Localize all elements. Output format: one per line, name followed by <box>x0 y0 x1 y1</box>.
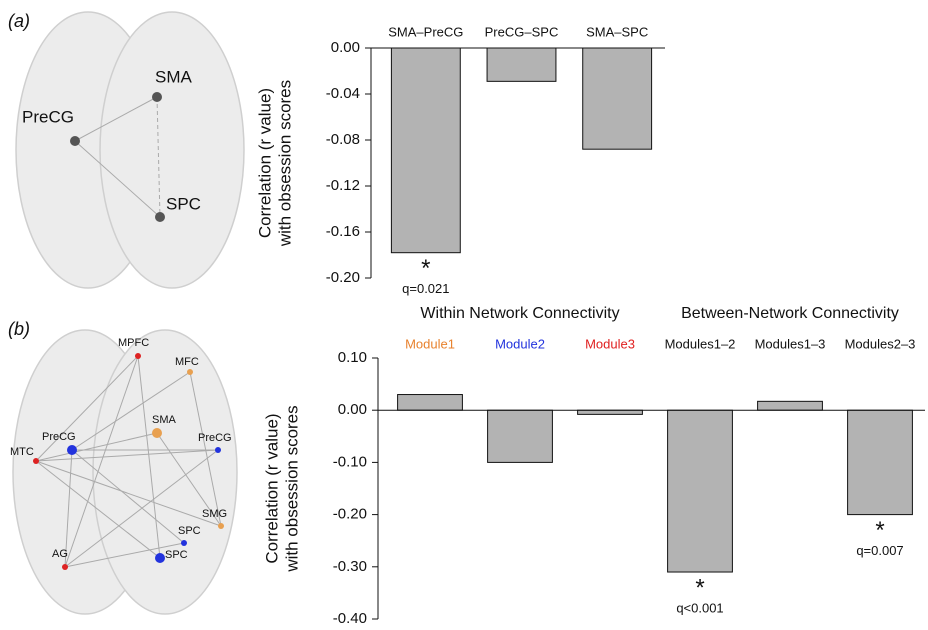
panel-label: (b) <box>8 319 30 339</box>
category-label: SMA–SPC <box>586 24 648 39</box>
node-label: SPC <box>166 194 201 213</box>
hemisphere <box>92 329 238 615</box>
y-tick-label: -0.16 <box>326 223 360 240</box>
significance-label: q=0.007 <box>856 543 903 558</box>
node-label: MFC <box>175 356 199 368</box>
bar <box>397 394 463 411</box>
brain-a: SMA PreCG SPC <box>15 11 245 289</box>
node <box>152 428 162 438</box>
node-label: PreCG <box>22 107 74 126</box>
node-label: SPC <box>165 549 188 561</box>
y-tick-label: -0.30 <box>333 558 367 575</box>
node <box>135 353 141 359</box>
y-axis-label: Correlation (r value) <box>255 88 274 238</box>
y-tick-label: 0.00 <box>331 39 360 56</box>
bar <box>582 47 653 150</box>
bar <box>757 400 823 411</box>
category-label: PreCG–SPC <box>485 24 559 39</box>
significance-star: * <box>875 517 884 544</box>
y-tick-label: -0.40 <box>333 610 367 627</box>
hemisphere <box>99 11 245 289</box>
bar <box>486 47 557 82</box>
category-label: Module1 <box>405 336 455 351</box>
y-axis-label: with obsession scores <box>282 405 301 572</box>
significance-star: * <box>695 574 704 601</box>
node <box>187 369 193 375</box>
category-label: Modules1–3 <box>755 336 826 351</box>
node-label: AG <box>52 548 68 560</box>
category-label: Modules2–3 <box>845 336 916 351</box>
significance-label: q<0.001 <box>676 600 723 615</box>
node <box>67 445 77 455</box>
node <box>215 447 221 453</box>
y-tick-label: -0.20 <box>326 269 360 286</box>
node <box>152 92 162 102</box>
node <box>62 564 68 570</box>
y-axis-label: Correlation (r value) <box>262 413 281 563</box>
y-tick-label: -0.12 <box>326 177 360 194</box>
node-label: SPC <box>178 525 201 537</box>
node-label: SMG <box>202 508 227 520</box>
node <box>155 553 165 563</box>
node-label: SMA <box>155 67 193 86</box>
node <box>181 540 187 546</box>
node <box>70 136 80 146</box>
bar <box>667 409 733 573</box>
brain-b: MPFC MFC SMA PreCG PreCG MTC SMG SPC SPC… <box>10 329 238 615</box>
y-tick-label: 0.00 <box>338 401 367 418</box>
panel-label: (a) <box>8 11 30 31</box>
y-tick-label: 0.10 <box>338 349 367 366</box>
bar <box>847 409 913 516</box>
edge <box>156 96 161 218</box>
y-tick-label: -0.20 <box>333 506 367 523</box>
significance-label: q=0.021 <box>402 281 449 296</box>
y-tick-label: -0.08 <box>326 131 360 148</box>
node-label: SMA <box>152 414 177 426</box>
bar <box>577 409 643 415</box>
node-label: PreCG <box>198 432 232 444</box>
category-label: SMA–PreCG <box>388 24 463 39</box>
edge <box>74 96 158 142</box>
bar <box>487 409 553 463</box>
category-label: Modules1–2 <box>665 336 736 351</box>
y-tick-label: -0.10 <box>333 453 367 470</box>
node <box>218 523 224 529</box>
node <box>33 458 39 464</box>
category-label: Module2 <box>495 336 545 351</box>
category-label: Module3 <box>585 336 635 351</box>
edges <box>35 355 222 568</box>
significance-star: * <box>421 255 430 282</box>
group-label: Between-Network Connectivity <box>681 305 899 322</box>
y-tick-label: -0.04 <box>326 85 360 102</box>
bar <box>390 47 461 254</box>
y-axis-label: with obsession scores <box>275 80 294 247</box>
group-label: Within Network Connectivity <box>420 305 619 322</box>
node-label: MTC <box>10 446 34 458</box>
node-label: PreCG <box>42 431 76 443</box>
node-label: MPFC <box>118 337 149 349</box>
edge <box>74 140 161 218</box>
node <box>155 212 165 222</box>
